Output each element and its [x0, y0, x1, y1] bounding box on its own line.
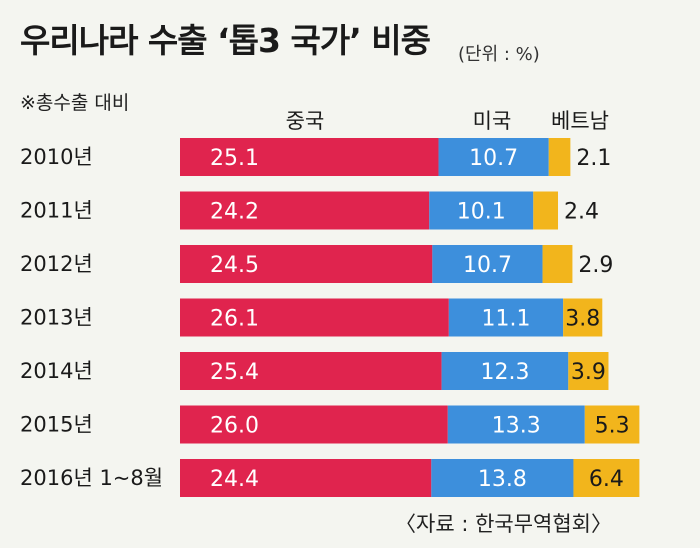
legend-china: 중국	[286, 109, 325, 133]
data-label-china: 24.4	[210, 467, 259, 492]
legend-usa: 미국	[473, 109, 512, 133]
bar-china	[180, 191, 430, 230]
chart-title: 우리나라 수출 ‘톱3 국가’ 비중	[20, 21, 431, 60]
data-label-china: 24.5	[210, 253, 259, 278]
data-label-usa: 12.3	[480, 360, 529, 385]
bar-china	[180, 138, 439, 176]
data-label-usa: 13.3	[492, 414, 541, 439]
data-label-usa: 13.8	[478, 467, 527, 492]
data-label-usa: 11.1	[482, 307, 531, 332]
category-label: 2015년	[20, 413, 93, 437]
legend-vietnam: 베트남	[551, 109, 609, 133]
bar-vietnam	[548, 138, 571, 176]
data-label-china: 26.1	[210, 307, 259, 332]
data-label-usa: 10.1	[457, 200, 506, 225]
data-label-vietnam: 2.9	[578, 253, 613, 278]
bar-usa	[448, 298, 564, 337]
data-label-usa: 10.7	[463, 253, 512, 278]
data-label-china: 25.1	[210, 146, 259, 171]
data-label-vietnam: 3.8	[565, 307, 600, 332]
bar-china	[180, 298, 449, 337]
data-label-vietnam: 6.4	[589, 467, 624, 492]
source-note: 〈자료 : 한국무역협회〉	[395, 512, 612, 536]
bar-usa	[438, 138, 549, 176]
bar-usa	[431, 459, 574, 497]
bar-vietnam	[563, 298, 603, 337]
category-label: 2010년	[20, 145, 93, 169]
bar-vietnam	[568, 352, 609, 390]
data-label-vietnam: 3.9	[571, 360, 606, 385]
data-label-china: 25.4	[210, 360, 259, 385]
category-label: 2013년	[20, 306, 93, 330]
data-label-vietnam: 2.1	[576, 146, 611, 171]
bar-china	[180, 352, 442, 390]
data-label-vietnam: 2.4	[564, 200, 599, 225]
bar-vietnam	[584, 405, 640, 444]
unit-label: (단위 : %)	[458, 44, 540, 65]
data-label-usa: 10.7	[469, 146, 518, 171]
category-label: 2016년 1~8월	[20, 466, 163, 490]
bar-usa	[441, 352, 569, 390]
category-label: 2011년	[20, 199, 93, 223]
bar-vietnam	[533, 191, 559, 230]
bar-usa	[429, 191, 534, 230]
data-label-china: 26.0	[210, 414, 259, 439]
category-label: 2012년	[20, 252, 93, 276]
bar-usa	[432, 245, 543, 283]
data-label-vietnam: 5.3	[595, 414, 630, 439]
bar-vietnam	[542, 245, 573, 283]
data-label-china: 24.2	[210, 200, 259, 225]
category-label: 2014년	[20, 359, 93, 383]
bar-china	[180, 459, 432, 497]
bar-vietnam	[573, 459, 640, 497]
bar-china	[180, 405, 448, 444]
bar-china	[180, 245, 433, 283]
bar-usa	[447, 405, 585, 444]
chart-subtitle: ※총수출 대비	[20, 92, 130, 114]
